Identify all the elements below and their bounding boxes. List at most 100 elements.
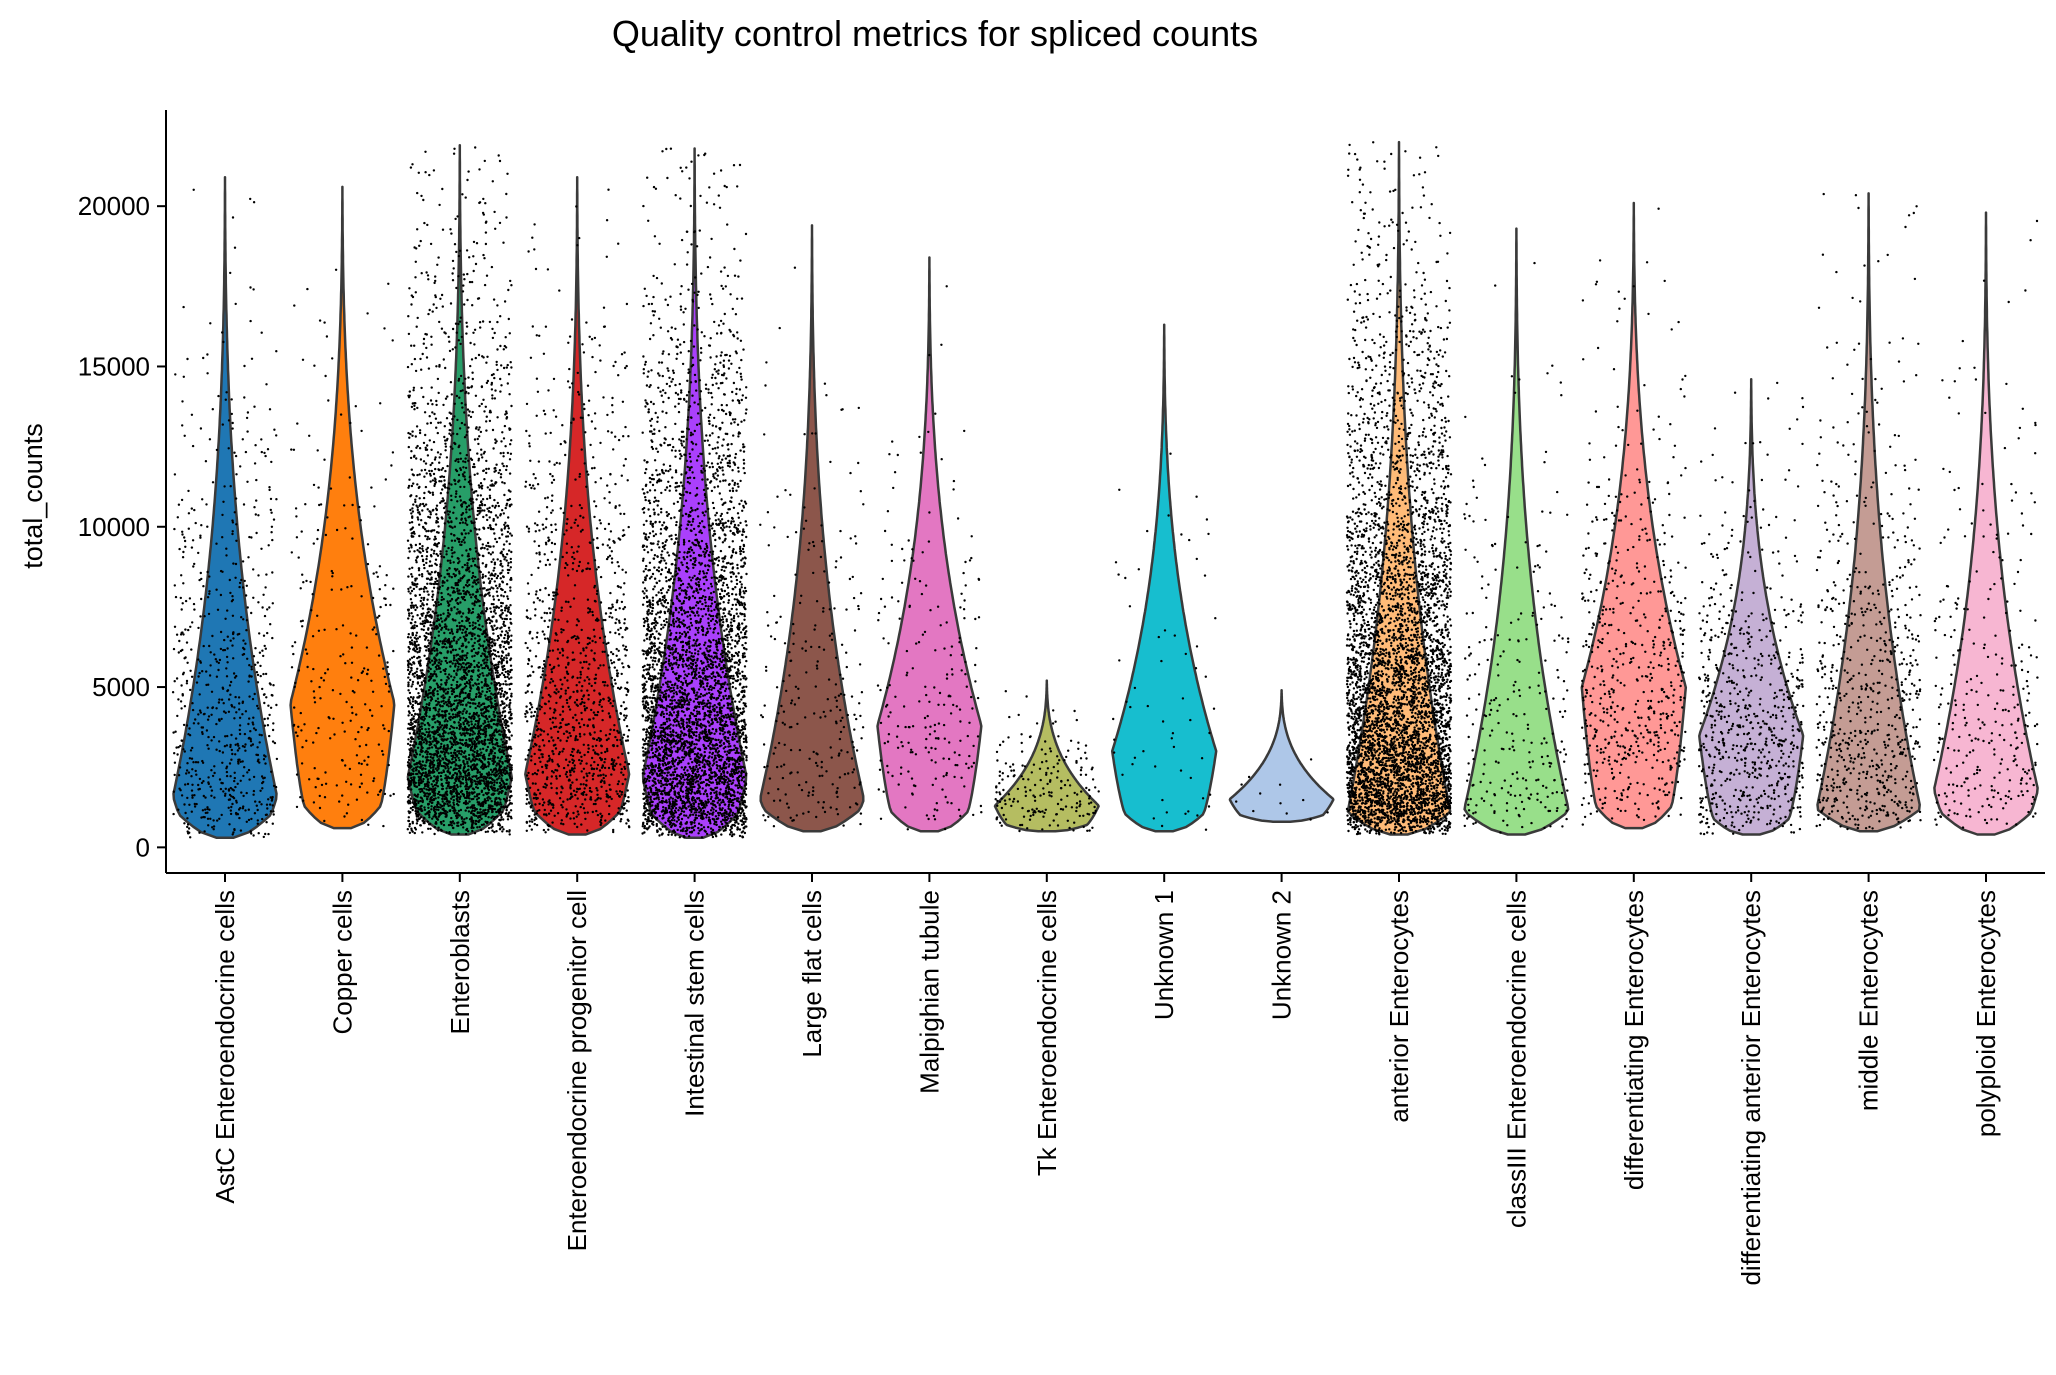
data-point (489, 607, 492, 610)
data-point (504, 741, 507, 745)
data-point (468, 609, 471, 612)
data-point (434, 745, 437, 748)
data-point (257, 707, 260, 710)
data-point (441, 758, 445, 761)
data-point (472, 240, 476, 244)
data-point (376, 575, 379, 578)
data-point (358, 505, 361, 509)
data-point (255, 499, 258, 502)
data-point (308, 778, 311, 781)
data-point (465, 727, 468, 731)
data-point (266, 608, 269, 611)
data-point (500, 777, 503, 780)
data-point (410, 612, 413, 615)
data-point (428, 537, 431, 540)
data-point (463, 708, 466, 711)
data-point (494, 671, 497, 674)
data-point (478, 504, 482, 507)
data-point (506, 363, 509, 367)
data-point (255, 531, 258, 535)
data-point (446, 569, 449, 572)
data-point (230, 748, 233, 752)
data-point (494, 227, 497, 230)
data-point (427, 723, 430, 726)
data-point (407, 664, 410, 667)
data-point (197, 675, 200, 678)
data-point (467, 701, 470, 704)
data-point (468, 410, 471, 413)
data-point (438, 651, 442, 654)
data-point (477, 702, 481, 705)
data-point (460, 335, 463, 339)
data-point (427, 802, 430, 806)
data-point (443, 435, 446, 439)
data-point (503, 715, 507, 719)
data-point (410, 740, 413, 743)
data-point (473, 765, 476, 768)
data-point (459, 457, 463, 460)
data-point (470, 385, 474, 388)
data-point (433, 535, 437, 538)
data-point (264, 672, 268, 676)
data-point (452, 267, 455, 270)
data-point (421, 607, 425, 610)
data-point (438, 728, 441, 731)
data-point (483, 283, 487, 287)
data-point (425, 577, 429, 580)
data-point (510, 777, 513, 780)
data-point (446, 572, 449, 576)
data-point (504, 336, 507, 339)
data-point (318, 806, 322, 810)
data-point (434, 467, 437, 471)
data-point (241, 586, 245, 589)
data-point (257, 758, 260, 761)
data-point (253, 462, 257, 465)
data-point (510, 439, 513, 442)
data-point (469, 675, 473, 678)
data-point (462, 826, 465, 829)
data-point (421, 689, 425, 692)
data-point (450, 725, 453, 728)
data-point (383, 327, 386, 330)
violin-polyploid-enterocytes (1933, 211, 2039, 836)
data-point (437, 741, 440, 744)
data-point (318, 794, 321, 798)
data-point (233, 771, 236, 774)
data-point (472, 574, 475, 578)
data-point (455, 794, 458, 797)
data-point (494, 469, 497, 472)
data-point (263, 644, 266, 648)
data-point (426, 696, 430, 699)
data-point (262, 758, 266, 761)
data-point (319, 697, 322, 700)
data-point (199, 536, 202, 539)
data-point (457, 824, 460, 827)
data-point (173, 752, 176, 755)
data-point (465, 390, 468, 394)
data-point (256, 704, 259, 708)
data-point (452, 801, 455, 804)
data-point (327, 399, 330, 402)
data-point (334, 268, 338, 271)
data-point (432, 582, 436, 586)
data-point (472, 269, 475, 273)
data-point (292, 448, 296, 451)
data-point (413, 454, 416, 457)
data-point (457, 821, 460, 824)
data-point (231, 632, 235, 636)
data-point (300, 729, 303, 732)
data-point (266, 807, 269, 810)
data-point (330, 569, 333, 573)
data-point (460, 615, 463, 618)
data-point (203, 615, 206, 618)
data-point (452, 648, 455, 651)
data-point (477, 647, 481, 650)
data-point (480, 779, 483, 782)
data-point (187, 733, 190, 736)
data-point (478, 404, 481, 408)
data-point (471, 829, 474, 833)
data-point (444, 469, 447, 473)
data-point (458, 521, 462, 525)
data-point (179, 789, 182, 792)
data-point (425, 271, 428, 274)
